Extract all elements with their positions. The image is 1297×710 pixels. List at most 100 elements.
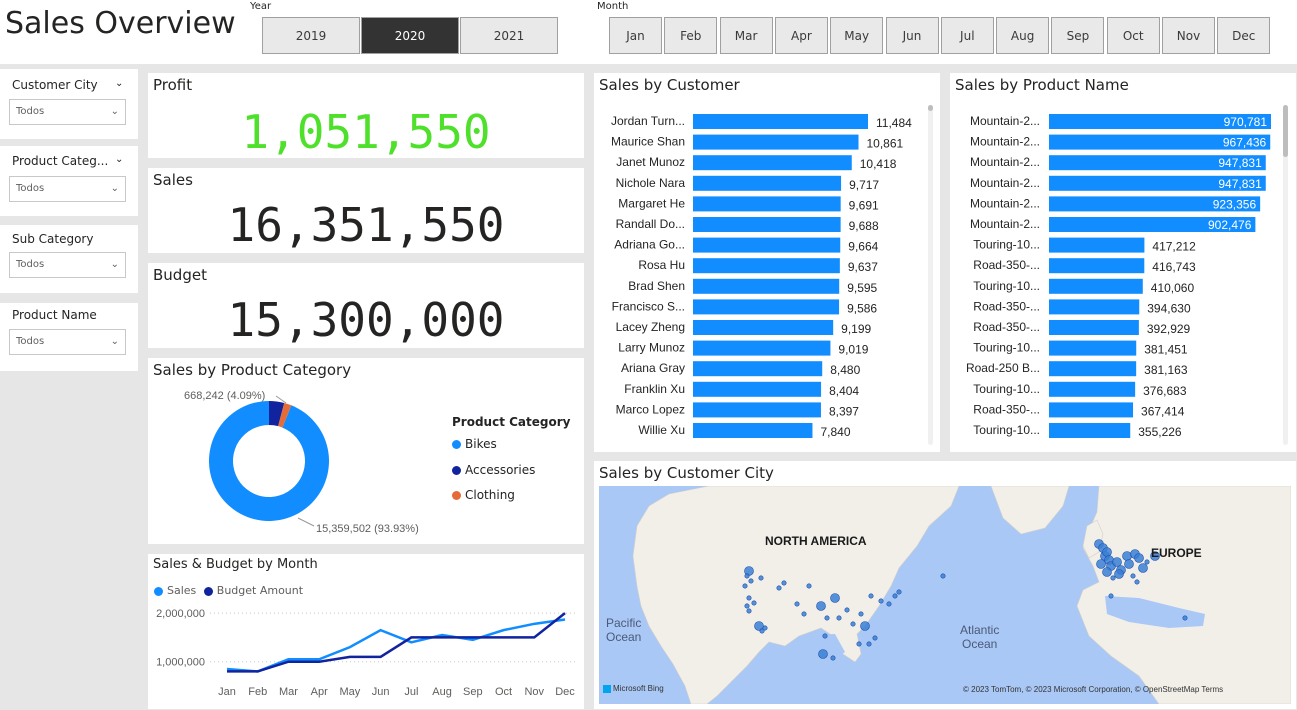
city-marker[interactable] [850,621,856,627]
city-marker[interactable] [822,633,828,639]
profit-card[interactable]: Profit 1,051,550 [148,73,584,159]
bar[interactable] [693,381,822,397]
month-tile-sep[interactable]: Sep [1051,17,1105,54]
sales-card[interactable]: Sales 16,351,550 [148,168,584,253]
city-marker[interactable] [1130,573,1136,579]
city-marker[interactable] [781,580,787,586]
scroll-thumb[interactable] [1283,105,1288,157]
city-marker[interactable] [1138,563,1148,573]
bar[interactable] [1049,258,1145,274]
year-tile-2019[interactable]: 2019 [262,17,360,54]
city-marker[interactable] [1134,579,1140,585]
customer-bar-chart[interactable]: Jordan Turn... 11,484 Maurice Shan 10,861 Ja… [594,73,940,452]
year-tile-2020[interactable]: 2020 [361,17,459,54]
city-marker[interactable] [746,608,752,614]
bar[interactable] [693,320,834,335]
city-marker[interactable] [844,607,850,613]
bar[interactable] [693,361,823,377]
bar[interactable] [1049,278,1143,294]
city-marker[interactable] [746,595,752,601]
month-tile-feb[interactable]: Feb [664,17,718,54]
donut-slice-accessories[interactable] [269,401,285,427]
donut-slice-bikes[interactable] [209,401,329,521]
city-marker[interactable] [868,593,874,599]
bar[interactable] [693,155,852,171]
city-marker[interactable] [856,641,862,647]
bar[interactable] [1049,196,1261,212]
city-marker[interactable] [1182,615,1188,621]
city-marker[interactable] [742,583,748,589]
city-marker[interactable] [776,585,782,591]
city-marker[interactable] [744,573,750,579]
city-marker[interactable] [1112,557,1122,567]
bar[interactable] [1049,217,1256,232]
map-attribution[interactable]: © 2023 TomTom, © 2023 Microsoft Corporat… [963,685,1224,694]
city-marker[interactable] [818,649,828,659]
legend-sales[interactable]: Sales [167,584,197,597]
bar[interactable] [1049,299,1140,315]
donut-chart[interactable]: 668,242 (4.09%) 15,359,502 (93.93%) [148,358,584,544]
bar[interactable] [1049,237,1145,253]
month-tile-mar[interactable]: Mar [719,17,773,54]
city-marker[interactable] [1124,559,1134,569]
city-marker[interactable] [824,615,830,621]
bar[interactable] [693,299,840,315]
month-tile-aug[interactable]: Aug [996,17,1050,54]
city-marker[interactable] [892,593,898,599]
city-marker[interactable] [830,655,836,661]
line-chart[interactable]: 2,000,000 1,000,000 Jan Feb Mar Apr May Jun Jul A… [148,554,584,709]
scrollbar[interactable] [928,105,933,445]
product-bar-chart[interactable]: Mountain-2... 970,781 Mountain-2... 967,436… [950,73,1296,452]
city-marker[interactable] [1102,567,1112,577]
bar[interactable] [693,402,821,418]
city-marker[interactable] [1108,593,1114,599]
budget-card[interactable]: Budget 15,300,000 [148,263,584,348]
city-marker[interactable] [1110,575,1116,581]
sales-line[interactable] [226,618,566,673]
legend-item-accessories[interactable]: Accessories [452,463,535,477]
chevron-down-icon[interactable]: ⌄ [115,78,124,89]
city-marker[interactable] [940,573,946,579]
donut-slice-clothing[interactable] [278,402,292,428]
month-tile-oct[interactable]: Oct [1106,17,1160,54]
bar[interactable] [1049,175,1266,191]
bar[interactable] [693,340,831,356]
bar[interactable] [693,278,840,294]
legend-item-bikes[interactable]: Bikes [452,437,497,451]
bar[interactable] [693,175,842,191]
city-marker[interactable] [759,628,765,634]
city-marker[interactable] [762,625,768,631]
bar[interactable] [1049,423,1131,438]
city-marker[interactable] [1150,551,1160,561]
year-tile-2021[interactable]: 2021 [460,17,558,54]
city-marker[interactable] [836,615,842,621]
scroll-thumb[interactable] [928,105,933,111]
month-tile-apr[interactable]: Apr [774,17,828,54]
sub-category-dropdown[interactable]: Todos ⌄ [9,252,126,278]
city-marker[interactable] [878,598,884,604]
bar[interactable] [1049,361,1137,377]
city-marker[interactable] [744,603,750,609]
bar[interactable] [693,423,813,438]
month-tile-nov[interactable]: Nov [1162,17,1215,54]
bar[interactable] [1049,134,1271,150]
month-tile-jul[interactable]: Jul [940,17,994,54]
scrollbar[interactable] [1283,105,1288,445]
city-marker[interactable] [1144,559,1150,565]
bar[interactable] [693,196,841,212]
city-marker[interactable] [896,589,902,595]
city-marker[interactable] [801,611,807,617]
city-marker[interactable] [816,601,826,611]
city-marker[interactable] [886,601,892,607]
customer-city-dropdown[interactable]: Todos ⌄ [9,99,126,125]
city-marker[interactable] [872,635,878,641]
city-marker[interactable] [866,641,872,647]
month-tile-jun[interactable]: Jun [885,17,939,54]
city-marker[interactable] [830,593,840,603]
month-tile-jan[interactable]: Jan [609,17,662,54]
city-marker[interactable] [806,583,812,589]
month-tile-may[interactable]: May [830,17,884,54]
bar[interactable] [693,237,841,253]
city-marker[interactable] [1114,569,1124,579]
city-marker[interactable] [794,601,800,607]
